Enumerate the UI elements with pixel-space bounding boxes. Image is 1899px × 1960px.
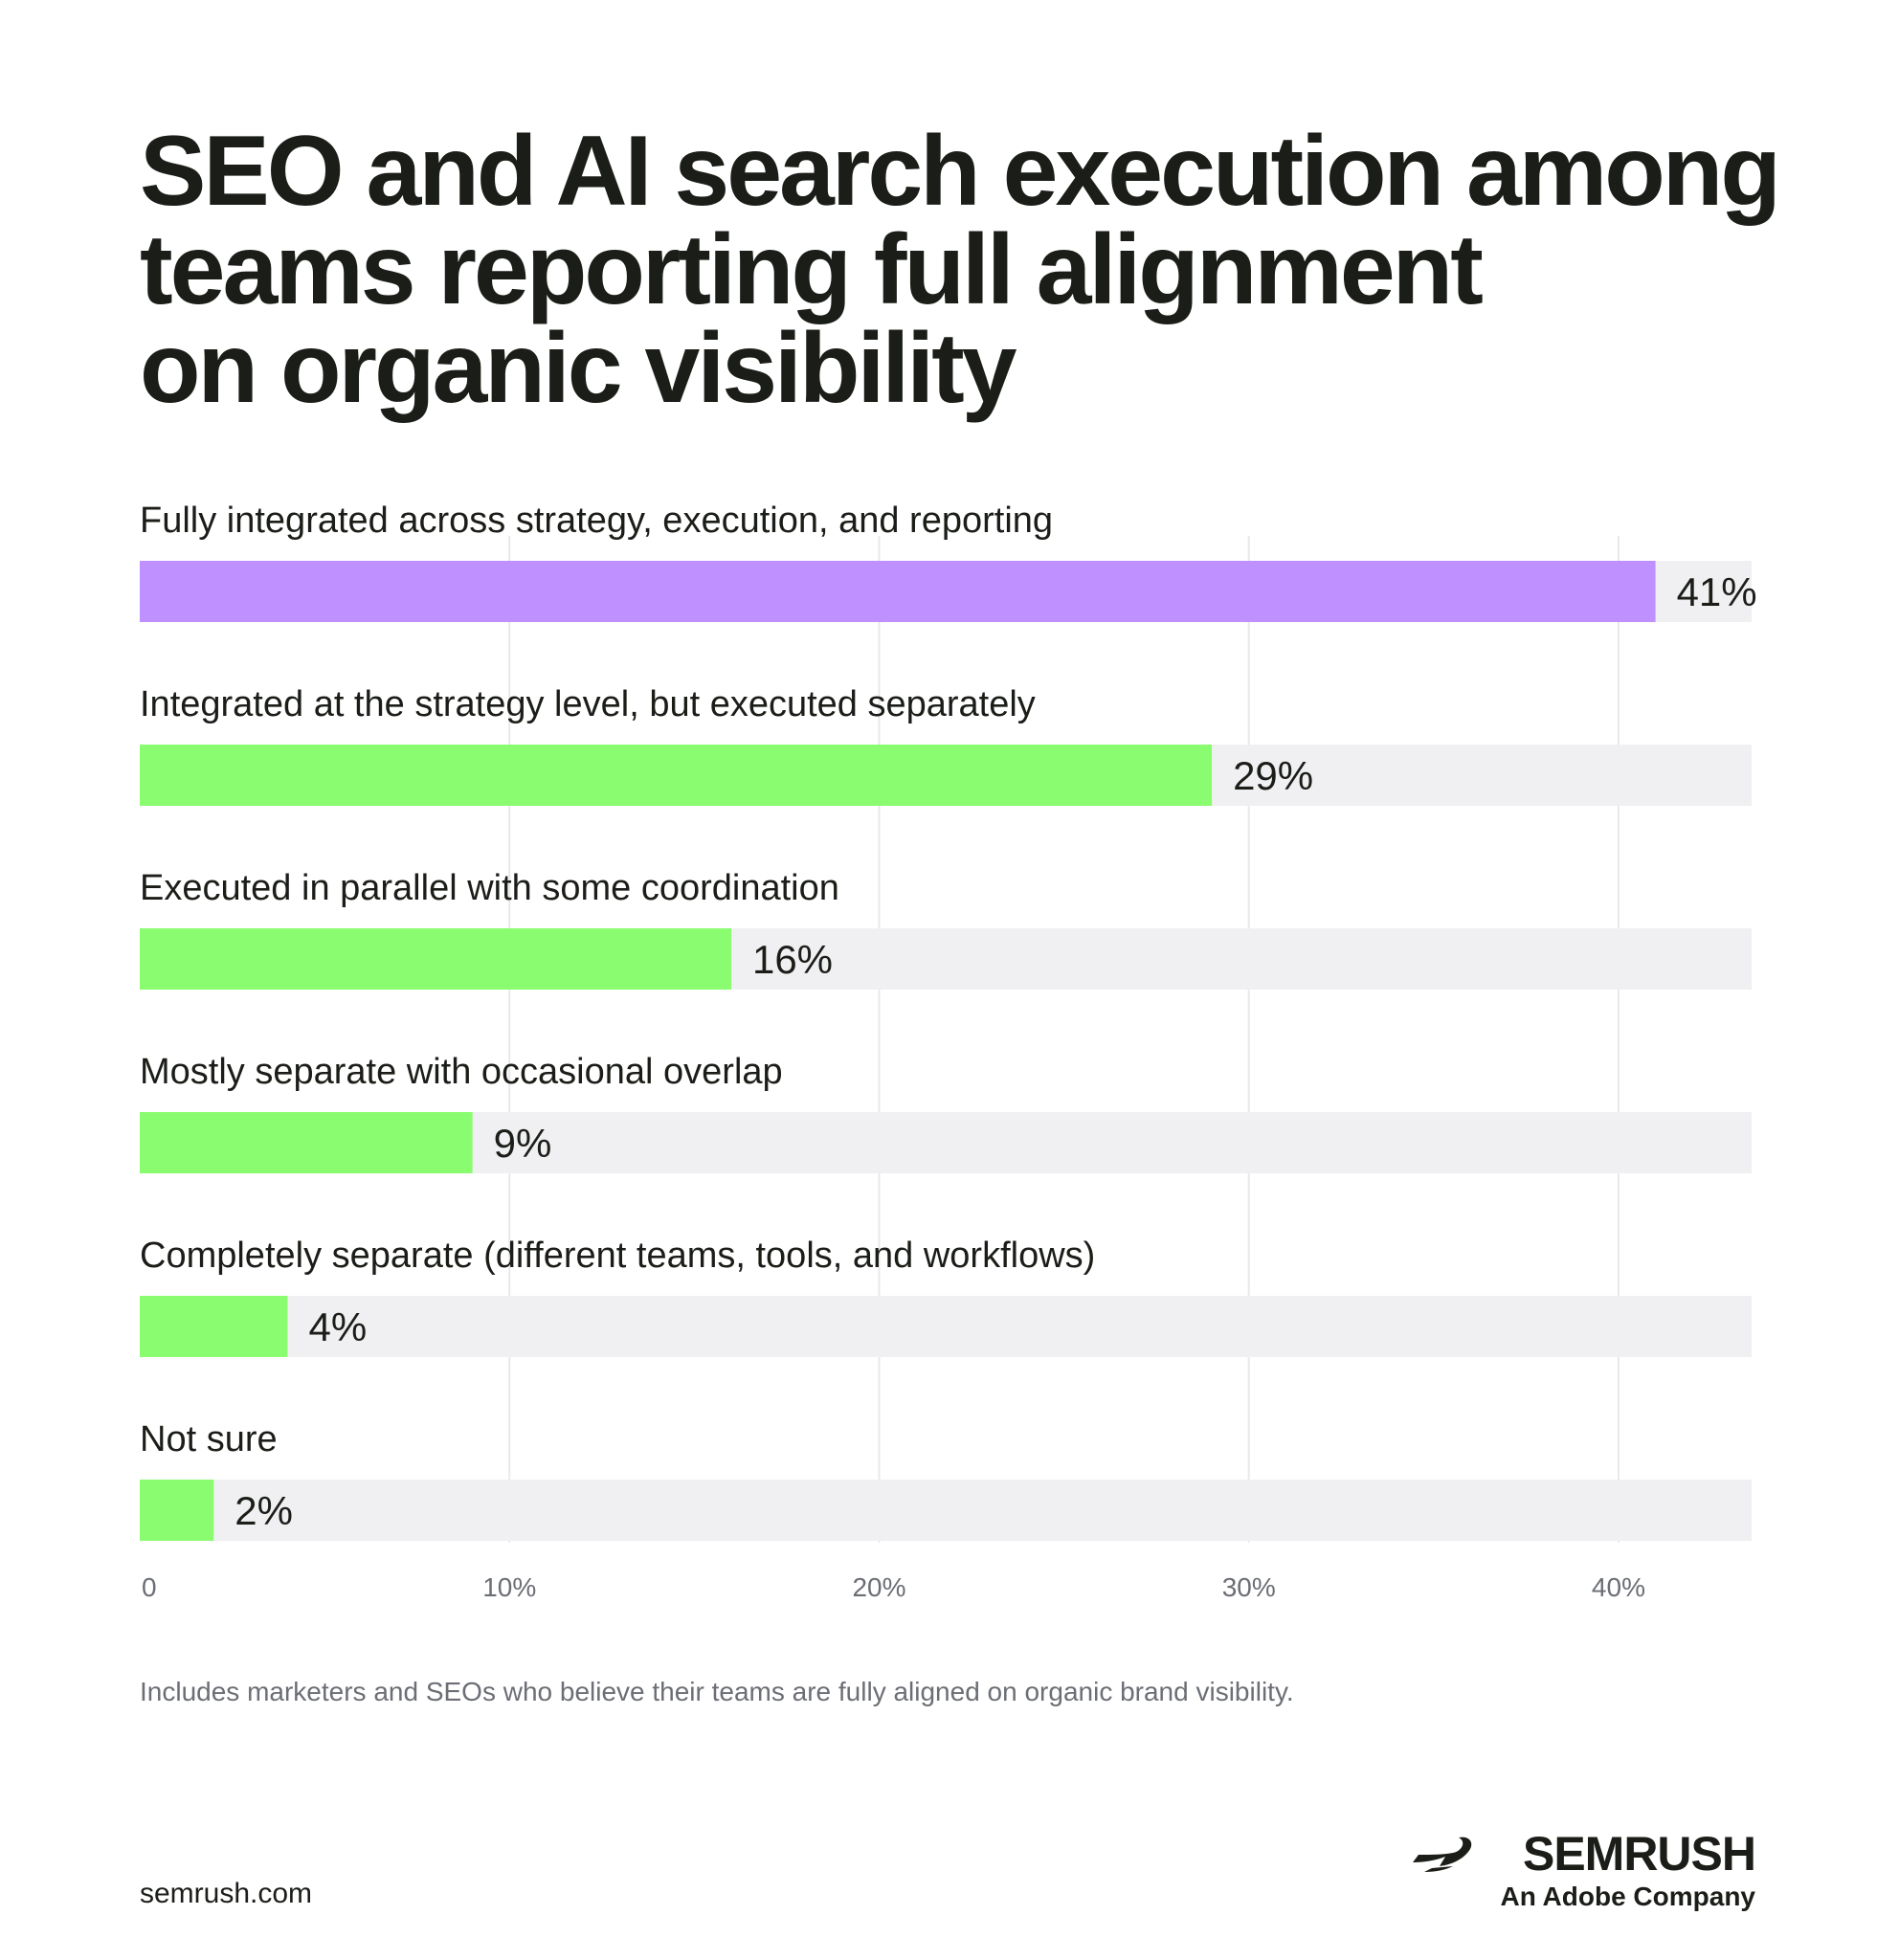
category-label: Fully integrated across strategy, execut… — [140, 501, 1053, 541]
bar-chart: Fully integrated across strategy, execut… — [140, 501, 1757, 1602]
bar — [140, 1112, 473, 1173]
footnote: Includes marketers and SEOs who believe … — [140, 1677, 1294, 1706]
site-url: semrush.com — [140, 1878, 313, 1909]
category-label: Mostly separate with occasional overlap — [140, 1052, 783, 1092]
value-label: 9% — [494, 1121, 552, 1166]
semrush-fireball-icon — [1413, 1837, 1472, 1872]
value-label: 29% — [1233, 753, 1313, 798]
value-label: 16% — [752, 937, 833, 982]
x-tick-label: 10% — [482, 1572, 536, 1602]
logo-subtitle: An Adobe Company — [1500, 1882, 1755, 1911]
title-line: SEO and AI search execution among — [140, 116, 1781, 227]
x-tick-label: 0 — [142, 1572, 157, 1602]
value-label: 2% — [235, 1488, 293, 1533]
category-label: Executed in parallel with some coordinat… — [140, 868, 839, 908]
category-label: Integrated at the strategy level, but ex… — [140, 684, 1036, 724]
bar-track — [140, 1296, 1752, 1357]
bar-track — [140, 1480, 1752, 1541]
bar — [140, 561, 1656, 622]
category-label: Completely separate (different teams, to… — [140, 1236, 1095, 1276]
x-tick-label: 30% — [1222, 1572, 1276, 1602]
category-label: Not sure — [140, 1419, 278, 1459]
value-label: 4% — [308, 1304, 367, 1349]
x-tick-label: 20% — [852, 1572, 905, 1602]
semrush-logo: SEMRUSH An Adobe Company — [1411, 1827, 1756, 1914]
x-tick-label: 40% — [1592, 1572, 1645, 1602]
title-line: teams reporting full alignment — [140, 214, 1484, 325]
bar — [140, 1480, 214, 1541]
title-line: on organic visibility — [140, 313, 1017, 424]
bar — [140, 1296, 288, 1357]
logo-wordmark: SEMRUSH — [1522, 1827, 1756, 1881]
bar — [140, 928, 731, 990]
chart-title: SEO and AI search execution among teams … — [140, 122, 1805, 418]
value-label: 41% — [1677, 569, 1757, 614]
bar — [140, 745, 1213, 806]
